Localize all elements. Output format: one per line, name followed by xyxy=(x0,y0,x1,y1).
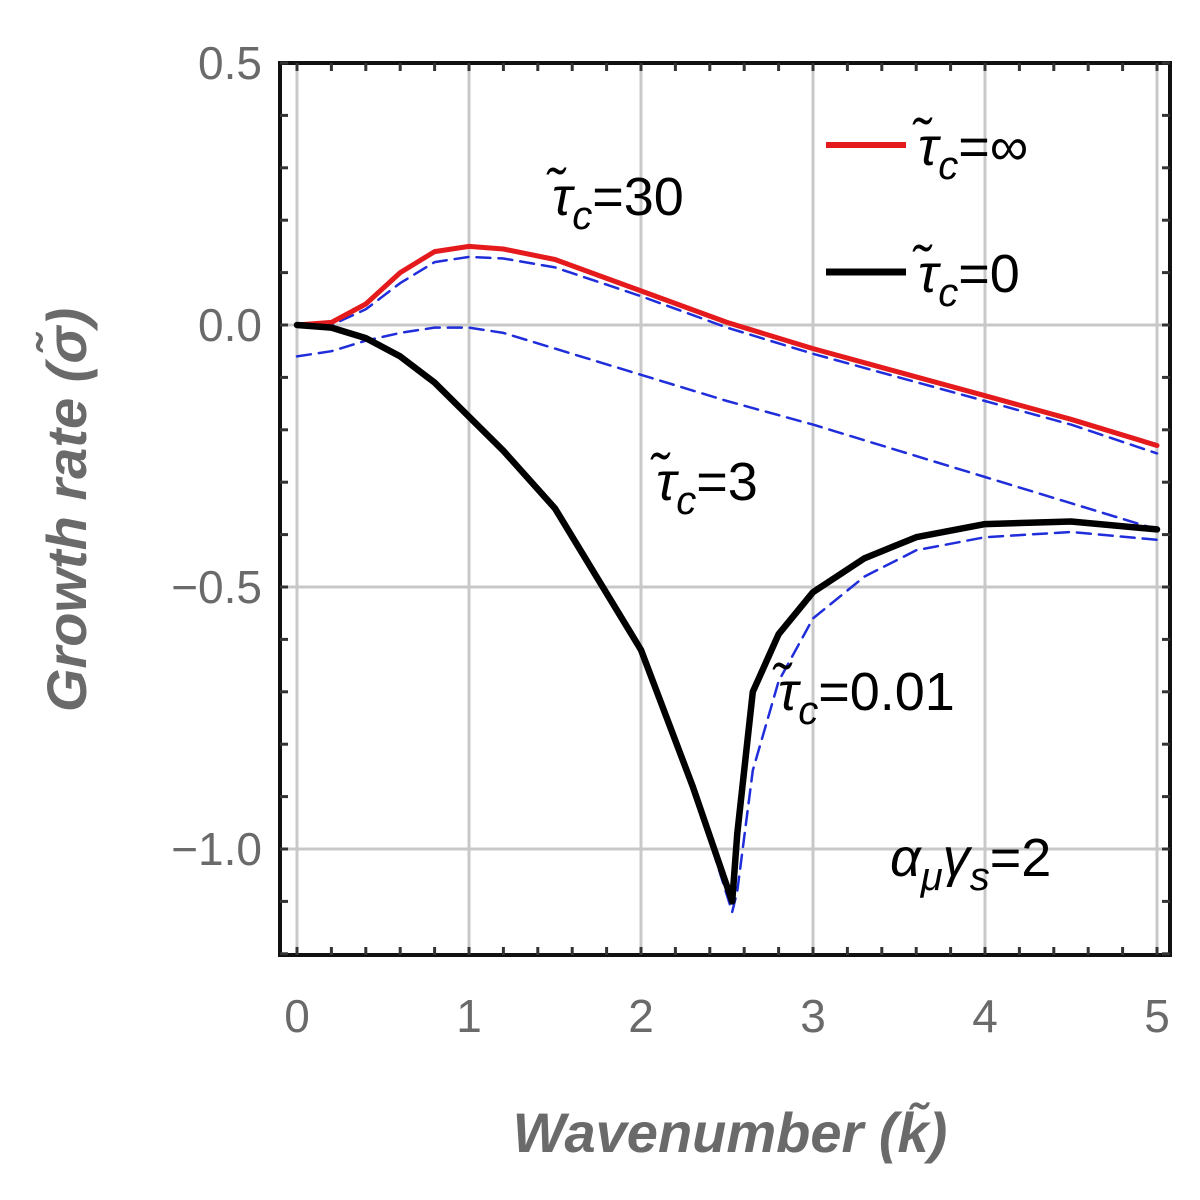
y-tick-label: −0.5 xyxy=(171,561,262,613)
x-tick-label: 1 xyxy=(456,990,482,1042)
annotation-alpha-gamma-value: =2 xyxy=(990,828,1052,888)
annotation-tau-3: τ̃c=3 xyxy=(650,452,758,523)
annotation-tau-001: τ̃c=0.01 xyxy=(772,662,955,733)
x-tick-label: 3 xyxy=(800,990,826,1042)
legend-tau-value: =0 xyxy=(958,244,1020,304)
series-line-tau-3 xyxy=(295,326,1159,531)
annotation-tau-30: τ̃c=30 xyxy=(546,167,684,238)
plot-frame xyxy=(278,61,1172,957)
y-tick-label: 0.5 xyxy=(198,37,262,89)
minor-ticks xyxy=(280,61,1170,956)
legend-tau-subscript: c xyxy=(938,144,958,188)
legend: τ̃c=∞ τ̃c=0 xyxy=(826,117,1028,315)
annotation-tau-symbol: τ̃ xyxy=(650,452,679,512)
legend-tau-symbol: τ̃ xyxy=(912,117,941,177)
y-tick-label: 0.0 xyxy=(198,299,262,351)
series-line-tau-0 xyxy=(293,321,1161,905)
x-axis-title: Wavenumber (k̃) xyxy=(513,1101,948,1164)
annotation-tau-value: =3 xyxy=(696,452,758,512)
annotation-tau-subscript: c xyxy=(572,194,592,238)
series-line-tau-30 xyxy=(295,255,1159,455)
annotation-gamma-subscript: s xyxy=(970,855,990,899)
x-tick-label: 5 xyxy=(1144,990,1170,1042)
legend-tau-symbol: τ̃ xyxy=(912,244,941,304)
series-lines xyxy=(293,243,1161,914)
annotation-tau-value: =0.01 xyxy=(818,662,955,722)
annotation-gamma-symbol: γ xyxy=(943,828,973,888)
y-axis-title: Growth rate (σ̃) xyxy=(35,308,98,712)
annotation-alpha-symbol: α xyxy=(890,828,923,888)
series-line-tau-inf xyxy=(294,243,1160,448)
annotation-alpha-gamma: αμγs=2 xyxy=(890,828,1051,899)
legend-tau-value: =∞ xyxy=(958,117,1028,177)
annotation-tau-subscript: c xyxy=(676,479,696,523)
annotation-tau-value: =30 xyxy=(592,167,684,227)
annotation-tau-symbol: τ̃ xyxy=(546,167,575,227)
x-tick-label: 2 xyxy=(628,990,654,1042)
tick-labels: 0 1 2 3 4 5 0.5 0.0 −0.5 −1.0 xyxy=(171,37,1170,1042)
x-tick-label: 4 xyxy=(972,990,998,1042)
annotation-alpha-subscript: μ xyxy=(920,855,943,899)
legend-entry-tau-0: τ̃c=0 xyxy=(912,244,1020,315)
legend-entry-tau-inf: τ̃c=∞ xyxy=(912,117,1028,188)
annotation-tau-subscript: c xyxy=(798,689,818,733)
y-tick-label: −1.0 xyxy=(171,823,262,875)
legend-tau-subscript: c xyxy=(938,271,958,315)
x-tick-label: 0 xyxy=(284,990,310,1042)
